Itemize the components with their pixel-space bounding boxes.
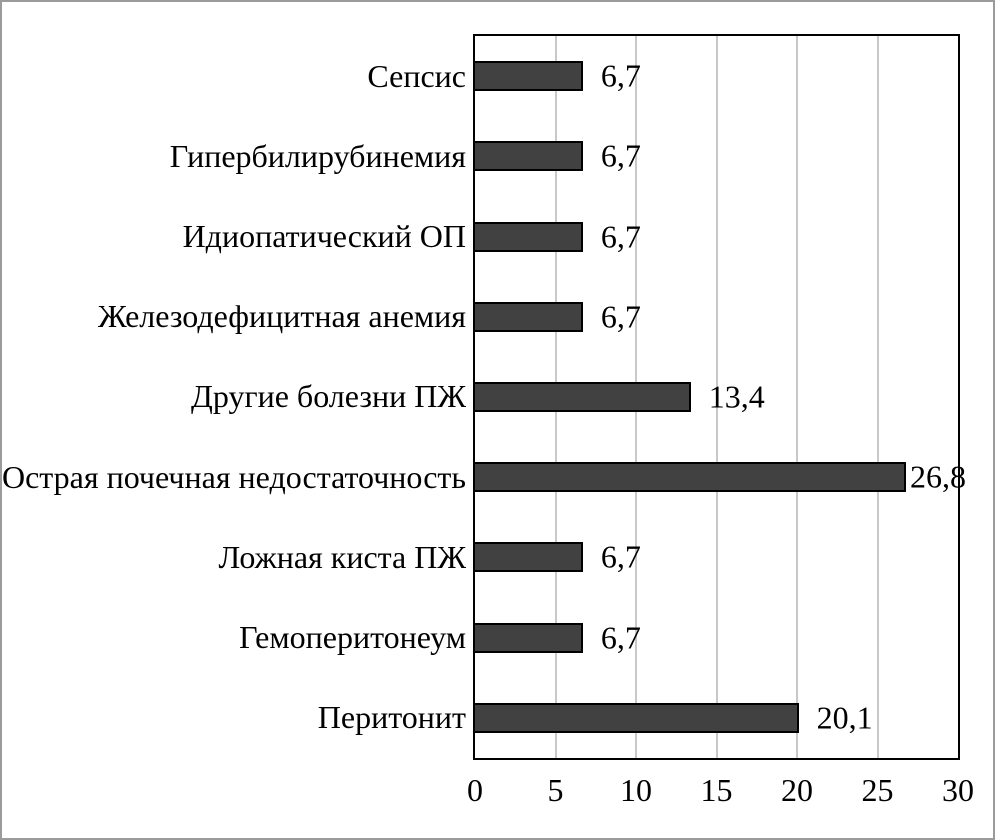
gridline-x-15 [715, 36, 718, 758]
bar-value-label: 6,7 [600, 218, 641, 255]
bar-value-label: 26,8 [910, 458, 966, 495]
bar-value-label: 6,7 [600, 538, 641, 575]
bar [475, 702, 799, 733]
bar-value-label: 20,1 [816, 699, 873, 736]
bar [475, 301, 583, 332]
category-label: Идиопатический ОП [182, 218, 466, 255]
category-label: Другие болезни ПЖ [191, 378, 466, 415]
bar-value-label: 6,7 [600, 57, 641, 94]
gridline-x-25 [876, 36, 879, 758]
category-label: Гипербилирубинемия [169, 137, 466, 174]
x-tick-label-5: 5 [547, 772, 564, 808]
gridline-x-20 [796, 36, 798, 758]
bar-value-label: 13,4 [708, 378, 765, 415]
category-label: Гемоперитонеум [239, 619, 466, 656]
category-label: Перитонит [317, 699, 466, 736]
bar-value-label: 6,7 [600, 298, 641, 335]
x-tick-label-20: 20 [781, 772, 813, 808]
bar [475, 622, 583, 653]
x-tick-label-15: 15 [700, 772, 733, 808]
x-tick-label-0: 0 [467, 772, 483, 808]
bar [475, 221, 583, 252]
category-label: Острая почечная недостаточность [1, 458, 466, 495]
plot-area [473, 34, 960, 760]
bar [475, 382, 691, 412]
bar-value-label: 6,7 [600, 619, 641, 656]
bar [475, 462, 907, 493]
x-tick-label-10: 10 [620, 772, 652, 808]
category-label: Ложная киста ПЖ [218, 538, 467, 575]
bar-value-label: 6,7 [600, 137, 641, 174]
bar [475, 542, 583, 573]
x-tick-label-25: 25 [861, 772, 894, 808]
category-label: Железодефицитная анемия [98, 298, 466, 335]
bar [475, 141, 583, 172]
category-label: Сепсис [367, 57, 466, 94]
x-tick-label-30: 30 [942, 772, 974, 808]
bar [475, 61, 583, 92]
category-axis: Сепсис Гипербилирубинемия Идиопатический О… [2, 36, 466, 758]
